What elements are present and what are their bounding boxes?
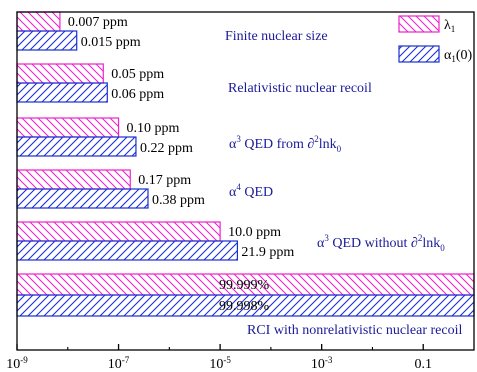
value-label-alpha-1: 0.06 ppm — [111, 87, 164, 102]
legend-label-lambda: λ1 — [444, 18, 455, 34]
x-tick-label-2: 10-5 — [209, 355, 231, 372]
plot-frame — [16, 11, 475, 351]
legend-swatch-lambda — [398, 15, 440, 33]
bar-alpha-0 — [16, 30, 78, 51]
value-label-lambda-1: 0.05 ppm — [111, 67, 164, 82]
legend-swatch-alpha — [398, 45, 440, 63]
labels-layer: 0.007 ppm 0.015 ppm 0.05 ppm 0.06 ppm 0.10 p… — [68, 15, 463, 338]
x-axis: 10-9 10-7 10-5 10-3 0.1 — [6, 11, 475, 372]
value-label-lambda-4: 10.0 ppm — [228, 225, 281, 240]
x-tick-label-3: 10-3 — [311, 355, 333, 372]
value-label-alpha-0: 0.015 ppm — [81, 35, 141, 50]
category-label-4: α3 QED without ∂2lnk0 — [317, 233, 445, 253]
category-label-1: Relativistic nuclear recoil — [228, 81, 372, 96]
value-label-lambda-0: 0.007 ppm — [68, 15, 128, 30]
bar-lambda-4 — [16, 221, 221, 242]
bar-lambda-3 — [16, 169, 131, 190]
x-tick-label-0: 10-9 — [6, 355, 28, 372]
legend: λ1 α1(0) — [398, 15, 473, 64]
value-label-lambda-5: 99.999% — [219, 278, 270, 293]
x-tick-label-4: 0.1 — [414, 357, 432, 372]
bar-lambda-1 — [16, 63, 104, 84]
bar-alpha-3 — [16, 188, 149, 209]
value-label-alpha-3: 0.38 ppm — [152, 193, 205, 208]
bar-alpha-1 — [16, 82, 108, 103]
category-label-3: α4 QED — [229, 182, 273, 200]
bar-lambda-2 — [16, 117, 120, 138]
legend-label-alpha: α1(0) — [444, 48, 473, 64]
value-label-alpha-5: 99.998% — [219, 299, 270, 314]
category-label-2: α3 QED from ∂2lnk0 — [229, 134, 342, 154]
bar-alpha-4 — [16, 240, 238, 261]
value-label-alpha-2: 0.22 ppm — [140, 141, 193, 156]
value-label-lambda-2: 0.10 ppm — [127, 121, 180, 136]
value-label-lambda-3: 0.17 ppm — [138, 173, 191, 188]
bar-alpha-2 — [16, 136, 137, 157]
category-label-0: Finite nuclear size — [225, 29, 328, 44]
bar-lambda-0 — [16, 11, 61, 32]
value-label-alpha-4: 21.9 ppm — [241, 245, 294, 260]
category-label-5: RCI with nonrelativistic nuclear recoil — [247, 323, 462, 338]
x-tick-label-1: 10-7 — [108, 355, 130, 372]
